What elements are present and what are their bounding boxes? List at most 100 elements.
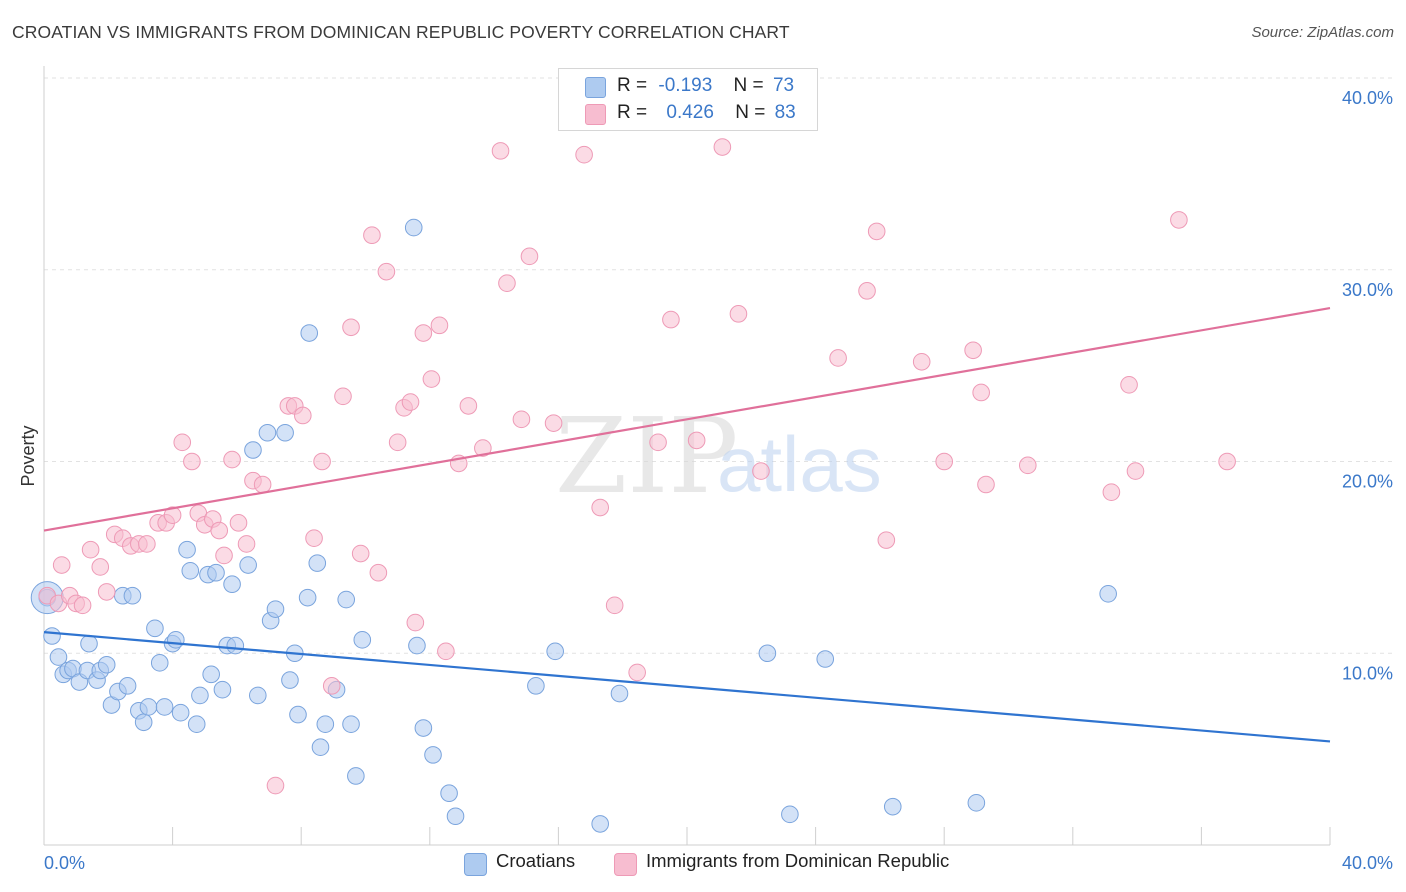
dominican-point: [97, 583, 116, 601]
dominican-point: [1218, 452, 1236, 471]
dominican-point: [858, 282, 876, 300]
croatians-point: [311, 738, 330, 757]
croatians-point: [527, 677, 545, 695]
dominican-point: [313, 452, 331, 471]
croatians-point: [816, 650, 835, 668]
croatians-point: [276, 423, 294, 442]
croatians-point: [181, 561, 200, 580]
watermark-zip: ZIP: [555, 395, 738, 517]
legend-r-label: R =: [617, 102, 648, 123]
dominican-point: [1018, 456, 1037, 475]
croatians-point: [191, 686, 209, 705]
croatians-point: [207, 563, 225, 582]
legend-n-value: 83: [774, 102, 796, 123]
x-tick-label: 0.0%: [44, 853, 85, 873]
legend-r-value: -0.193: [658, 75, 713, 96]
dominican-trend-line: [43, 307, 1331, 532]
legend-swatch-dominican: [585, 104, 606, 125]
croatians-point: [308, 554, 327, 572]
dominican-point: [183, 452, 201, 471]
legend-row-dominican: R = 0.426 N = 83: [617, 102, 796, 126]
dominican-point: [430, 316, 449, 335]
dominican-point: [867, 222, 886, 241]
croatians-point: [353, 631, 372, 649]
dominican-point: [437, 642, 455, 661]
croatians-point: [298, 588, 317, 607]
legend-n-label: N =: [735, 102, 766, 123]
croatians-point: [155, 698, 174, 716]
dominican-point: [544, 414, 563, 432]
croatians-point: [213, 680, 232, 699]
legend: R = -0.193 N = 73 R = 0.426 N = 83: [558, 68, 818, 131]
dominican-point: [138, 535, 156, 553]
croatians-point: [883, 797, 902, 816]
dominican-point: [829, 349, 847, 367]
croatians-point: [316, 715, 335, 733]
dominican-point: [591, 498, 609, 517]
dominican-point: [377, 262, 396, 281]
dominican-point: [401, 393, 420, 411]
dominican-point: [628, 663, 646, 682]
trend-lines: [43, 307, 1331, 743]
dominican-point: [1170, 211, 1188, 229]
dominican-point: [73, 596, 92, 615]
legend-n-label: N =: [733, 75, 764, 96]
dominican-point: [237, 535, 256, 553]
croatians-point: [347, 767, 365, 785]
croatians-point: [591, 815, 609, 833]
dominican-point: [406, 613, 425, 632]
legend-r-label: R =: [617, 75, 648, 96]
croatians-point: [239, 556, 257, 574]
dominican-point: [752, 462, 770, 480]
dominican-point: [305, 529, 323, 548]
dominican-point: [972, 383, 990, 402]
watermark: ZIP atlas: [555, 395, 882, 517]
croatians-point: [266, 600, 285, 618]
y-axis-label: Poverty: [18, 425, 38, 486]
croatians-point: [178, 540, 196, 559]
legend-swatch-croatians: [585, 77, 606, 98]
dominican-point: [163, 506, 182, 524]
bottom-legend-croatians: Croatians: [496, 850, 576, 871]
croatians-point: [248, 686, 267, 705]
legend-r-value: 0.426: [666, 102, 714, 123]
dominican-point: [363, 226, 381, 245]
croatians-point: [167, 631, 185, 649]
dominican-point: [388, 433, 407, 452]
dominican-point: [575, 145, 593, 164]
dominican-point: [498, 274, 516, 292]
gridlines: [44, 77, 1392, 654]
dominican-point: [322, 677, 341, 695]
dominican-point: [605, 596, 624, 615]
dominican-point: [215, 546, 233, 565]
dominican-point: [52, 556, 71, 574]
bottom-legend-swatch-croatians: [464, 853, 487, 876]
y-tick-label: 30.0%: [1342, 280, 1393, 300]
dominican-point: [414, 324, 433, 342]
dominican-point: [649, 433, 667, 452]
dominican-point: [342, 318, 360, 337]
croatians-point: [49, 648, 68, 666]
dominican-point: [81, 540, 100, 559]
croatians-point: [446, 807, 465, 826]
dominican-point: [713, 138, 732, 156]
dominican-point: [369, 563, 388, 582]
croatians-point: [202, 665, 220, 684]
croatians-point: [171, 703, 190, 722]
croatians-points: [30, 218, 1117, 833]
croatians-point: [546, 642, 564, 661]
dominican-point: [687, 431, 706, 450]
dominican-point: [294, 406, 312, 425]
source-label: Source: ZipAtlas.com: [1251, 24, 1394, 41]
y-tick-label: 10.0%: [1342, 663, 1393, 683]
x-tick-label: 40.0%: [1342, 853, 1393, 873]
croatians-point: [404, 218, 423, 237]
croatians-point: [134, 713, 153, 732]
bottom-legend-swatch-dominican: [614, 853, 637, 876]
axes: [43, 66, 1331, 846]
axis-labels: 10.0% 20.0% 30.0% 40.0% 0.0% 40.0% Poverty: [18, 88, 1393, 873]
croatians-point: [781, 805, 799, 824]
dominican-point: [491, 142, 510, 160]
croatians-point: [118, 677, 137, 695]
